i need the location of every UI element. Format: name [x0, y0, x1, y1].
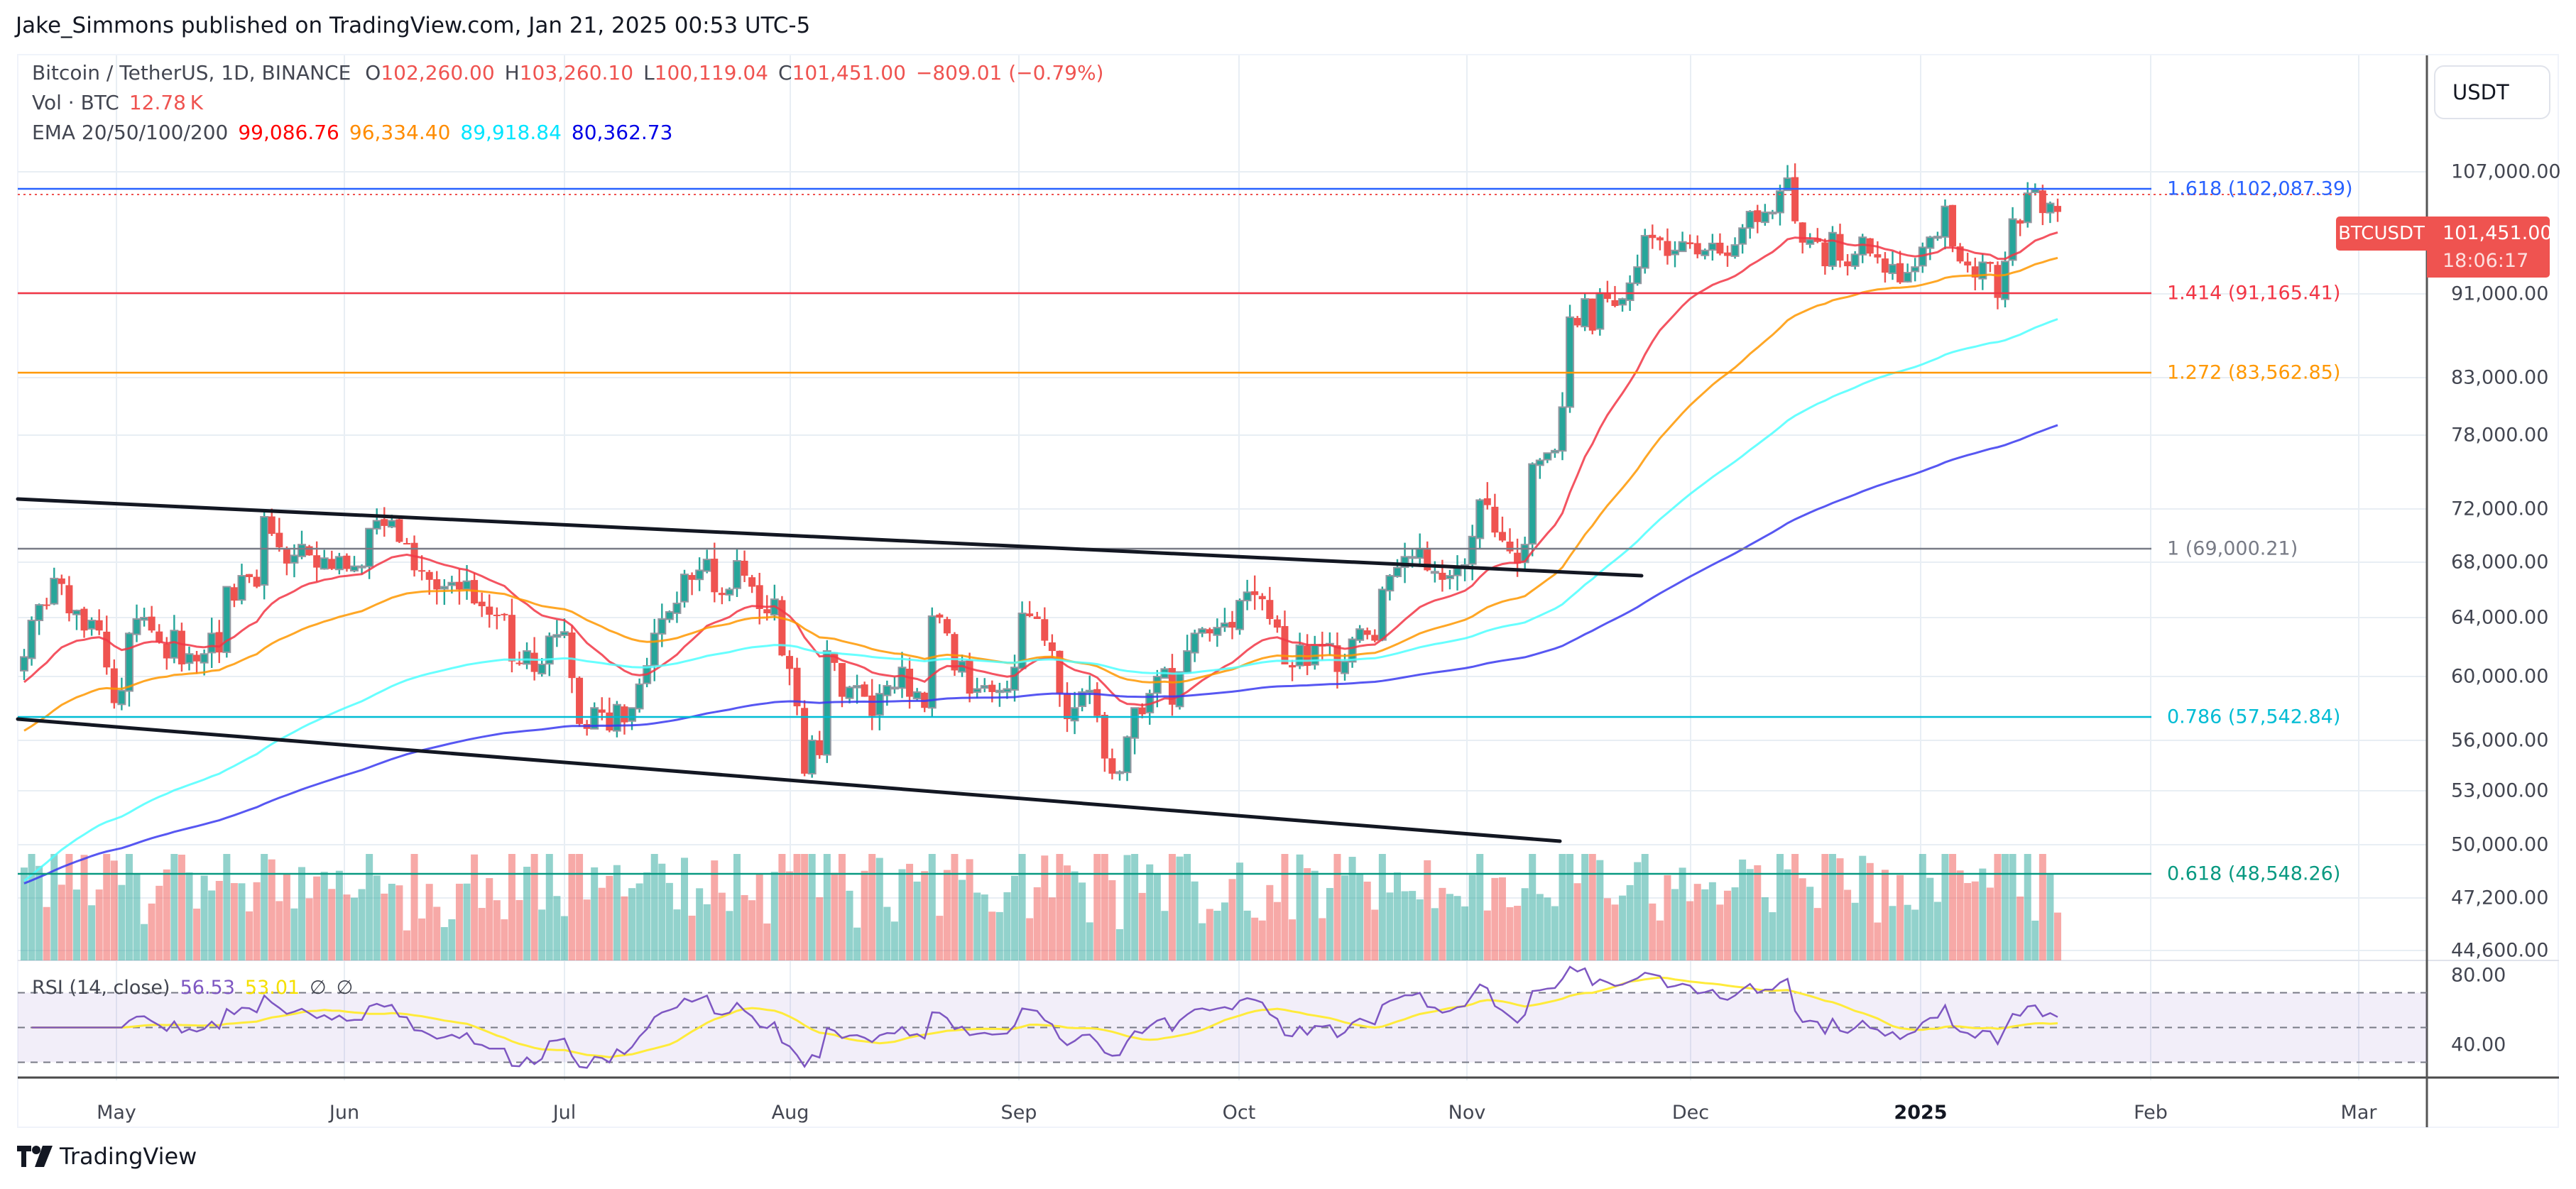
symbol-legend: Bitcoin / TetherUS, 1D, BINANCE O102,260.…: [32, 61, 1104, 84]
rsi-na-2: ∅: [336, 977, 354, 999]
price-tick: 64,000.00: [2451, 606, 2549, 629]
time-tick: May: [97, 1102, 136, 1124]
price-tick: 107,000.00: [2451, 160, 2561, 183]
high-value: 103,260.10: [519, 61, 634, 84]
volume-legend: Vol · BTC 12.78 K: [32, 91, 203, 114]
brand-name: TradingView: [60, 1143, 197, 1170]
rsi-value: 56.53: [180, 977, 235, 999]
rsi-na-1: ∅: [310, 977, 327, 999]
volume-label[interactable]: Vol · BTC: [32, 91, 119, 114]
rsi-line: [31, 965, 2058, 1069]
candles: [20, 163, 2061, 782]
price-tick: 60,000.00: [2451, 665, 2549, 688]
symbol-name[interactable]: Bitcoin / TetherUS, 1D, BINANCE: [32, 61, 351, 84]
fib-label: 1.618 (102,087.39): [2167, 177, 2353, 200]
rsi-label[interactable]: RSI (14, close): [32, 977, 170, 999]
price-tick: 72,000.00: [2451, 498, 2549, 520]
fib-label: 0.618 (48,548.26): [2167, 862, 2341, 885]
symbol-price-tag: BTCUSDT: [2336, 217, 2427, 251]
upper-channel-trendline[interactable]: [16, 497, 1644, 578]
lower-channel-trendline[interactable]: [16, 717, 1562, 843]
rsi-tick: 40.00: [2451, 1034, 2506, 1056]
low-value: 100,119.04: [654, 61, 768, 84]
time-tick: Oct: [1222, 1102, 1256, 1124]
price-tick: 50,000.00: [2451, 833, 2549, 856]
publisher-line: Jake_Simmons published on TradingView.co…: [16, 13, 811, 38]
ema20-line: [23, 231, 2058, 707]
change-value: −809.01 (−0.79%): [915, 61, 1104, 84]
rsi-legend: RSI (14, close) 56.53 53.01 ∅ ∅: [32, 977, 353, 999]
open-value: 102,260.00: [381, 61, 495, 84]
price-tick: 53,000.00: [2451, 779, 2549, 802]
ema50-line: [23, 256, 2058, 732]
ema-label[interactable]: EMA 20/50/100/200: [32, 121, 229, 144]
ema200-line: [23, 424, 2058, 884]
fib-label: 1.272 (83,562.85): [2167, 361, 2341, 384]
rsi-tick: 80.00: [2451, 964, 2506, 987]
price-tick: 78,000.00: [2451, 424, 2549, 446]
price-tick: 56,000.00: [2451, 729, 2549, 752]
ema-legend: EMA 20/50/100/200 99,086.76 96,334.40 89,91…: [32, 121, 672, 144]
ema200-value: 80,362.73: [571, 121, 673, 144]
last-price-tag: 101,451.00 18:06:17: [2427, 217, 2553, 278]
close-value: 101,451.00: [792, 61, 906, 84]
price-tick: 47,200.00: [2451, 887, 2549, 909]
price-tick: 44,600.00: [2451, 939, 2549, 962]
ema20-value: 99,086.76: [238, 121, 339, 144]
price-tick: 68,000.00: [2451, 551, 2549, 574]
volume-bars: [21, 854, 2061, 960]
rsi-ma-value: 53.01: [244, 977, 300, 999]
fib-label: 1.414 (91,165.41): [2167, 282, 2341, 305]
chart-frame: [17, 54, 2559, 1128]
time-tick: Feb: [2134, 1102, 2168, 1124]
time-tick: Jul: [552, 1102, 577, 1124]
tradingview-logo-icon: [17, 1146, 53, 1167]
time-tick: Sep: [1000, 1102, 1037, 1124]
time-tick: Aug: [771, 1102, 809, 1124]
volume-value: 12.78 K: [129, 91, 203, 114]
rsi-ma-line: [31, 976, 2058, 1058]
ema50-value: 96,334.40: [349, 121, 451, 144]
currency-button[interactable]: USDT: [2434, 65, 2550, 119]
time-tick: Dec: [1671, 1102, 1710, 1124]
fib-label: 1 (69,000.21): [2167, 537, 2298, 560]
price-tick: 91,000.00: [2451, 283, 2549, 305]
bar-countdown: 18:06:17: [2443, 250, 2529, 272]
tradingview-brand[interactable]: TradingView: [17, 1143, 197, 1170]
ema100-value: 89,918.84: [460, 121, 562, 144]
ema100-line: [23, 318, 2058, 882]
price-tick: 83,000.00: [2451, 366, 2549, 389]
time-tick: 2025: [1894, 1102, 1948, 1124]
last-price: 101,451.00: [2443, 222, 2553, 244]
time-tick: Nov: [1448, 1102, 1486, 1124]
fib-label: 0.786 (57,542.84): [2167, 706, 2341, 728]
time-tick: Jun: [329, 1102, 360, 1124]
time-tick: Mar: [2340, 1102, 2377, 1124]
